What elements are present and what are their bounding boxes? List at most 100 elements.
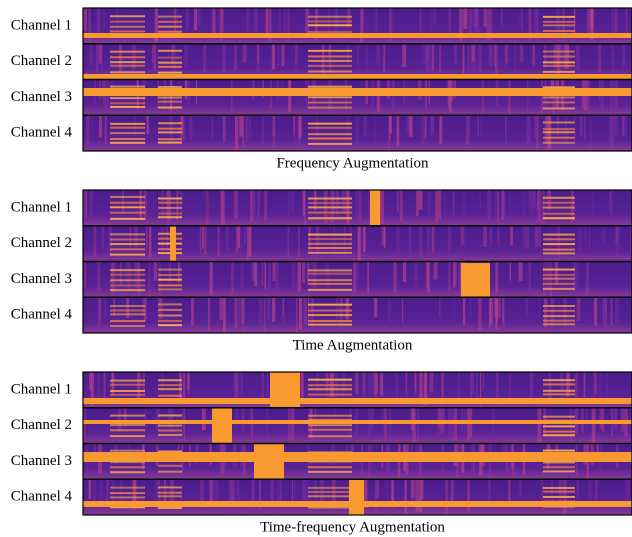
spectral-stripe bbox=[422, 44, 425, 65]
harmonic-band bbox=[308, 123, 352, 125]
spectral-stripe bbox=[510, 226, 513, 246]
spectral-stripe bbox=[247, 8, 250, 29]
spectral-stripe bbox=[208, 297, 210, 331]
spectral-stripe bbox=[490, 226, 491, 250]
spectral-stripe bbox=[303, 190, 305, 216]
spectral-stripe bbox=[244, 226, 247, 245]
spectral-stripe bbox=[584, 115, 585, 139]
spectral-stripe bbox=[442, 372, 444, 395]
spectral-stripe bbox=[254, 262, 257, 287]
augmentation-mask bbox=[270, 372, 300, 408]
spectral-stripe bbox=[172, 44, 174, 64]
spectral-stripe bbox=[235, 115, 238, 150]
harmonic-band bbox=[543, 269, 575, 271]
harmonic-band bbox=[543, 61, 575, 63]
spectral-stripe bbox=[326, 262, 329, 291]
augmentation-mask bbox=[83, 33, 632, 38]
spectral-stripe bbox=[426, 44, 429, 62]
harmonic-band bbox=[110, 218, 145, 220]
spectral-stripe bbox=[374, 297, 377, 317]
harmonic-band bbox=[543, 128, 575, 130]
spectral-stripe bbox=[210, 262, 213, 295]
spectral-stripe bbox=[136, 226, 137, 245]
spectral-stripe bbox=[446, 479, 448, 515]
spectral-stripe bbox=[295, 44, 298, 75]
spectral-stripe bbox=[478, 297, 481, 330]
harmonic-band bbox=[543, 51, 575, 53]
harmonic-band bbox=[110, 325, 145, 327]
spectral-stripe bbox=[397, 190, 398, 212]
harmonic-band bbox=[543, 207, 575, 209]
harmonic-band bbox=[110, 471, 145, 473]
spectral-stripe bbox=[467, 115, 470, 134]
spectral-stripe bbox=[463, 44, 465, 75]
harmonic-band bbox=[543, 283, 575, 285]
spectral-stripe bbox=[577, 479, 579, 501]
spectral-stripe bbox=[617, 226, 619, 249]
harmonic-band bbox=[308, 102, 352, 104]
spectral-stripe bbox=[243, 44, 247, 63]
spectral-stripe bbox=[388, 297, 391, 323]
harmonic-band bbox=[308, 247, 352, 249]
harmonic-band bbox=[158, 131, 182, 133]
spectral-stripe bbox=[231, 262, 233, 293]
spectral-stripe bbox=[92, 479, 96, 503]
spectral-stripe bbox=[439, 297, 441, 317]
spectral-stripe bbox=[200, 226, 201, 253]
spectral-stripe bbox=[246, 115, 248, 142]
spectral-stripe bbox=[430, 372, 434, 392]
spectral-stripe bbox=[505, 115, 506, 144]
harmonic-band bbox=[543, 137, 575, 139]
harmonic-band bbox=[158, 122, 182, 124]
spectral-stripe bbox=[118, 408, 121, 432]
spectral-stripe bbox=[273, 115, 276, 147]
spectral-stripe bbox=[598, 44, 601, 73]
spectral-stripe bbox=[519, 479, 521, 497]
spectral-stripe bbox=[94, 226, 97, 256]
augmentation-mask bbox=[83, 452, 632, 462]
spectral-stripe bbox=[226, 226, 229, 251]
harmonic-band bbox=[110, 424, 145, 426]
harmonic-band bbox=[158, 425, 182, 427]
spectral-stripe bbox=[454, 44, 457, 65]
spectral-stripe bbox=[463, 297, 465, 325]
harmonic-band bbox=[158, 303, 182, 305]
spectral-stripe bbox=[356, 262, 358, 281]
harmonic-band bbox=[158, 388, 182, 390]
spectral-stripe bbox=[508, 80, 511, 115]
harmonic-band bbox=[110, 56, 145, 58]
spectral-stripe bbox=[541, 80, 543, 114]
harmonic-band bbox=[308, 269, 352, 271]
harmonic-band bbox=[308, 86, 352, 88]
spectral-stripe bbox=[89, 44, 93, 66]
harmonic-band bbox=[543, 274, 575, 276]
harmonic-band bbox=[308, 96, 352, 98]
spectral-stripe bbox=[614, 408, 617, 430]
spectral-stripe bbox=[570, 408, 572, 443]
spectral-stripe bbox=[357, 44, 359, 74]
spectral-stripe bbox=[264, 297, 266, 331]
spectral-stripe bbox=[144, 190, 147, 220]
spectral-stripe bbox=[264, 190, 267, 221]
spectral-stripe bbox=[614, 115, 618, 135]
spectral-stripe bbox=[519, 262, 523, 281]
spectral-stripe bbox=[433, 8, 437, 26]
harmonic-band bbox=[158, 216, 182, 218]
harmonic-band bbox=[158, 495, 182, 497]
spectral-stripe bbox=[467, 8, 469, 28]
harmonic-band bbox=[543, 21, 575, 23]
spectral-stripe bbox=[626, 8, 628, 35]
spectral-stripe bbox=[298, 226, 300, 262]
spectral-stripe bbox=[176, 190, 178, 220]
spectral-stripe bbox=[536, 115, 538, 148]
spectral-stripe bbox=[266, 8, 269, 37]
harmonic-band bbox=[110, 380, 145, 382]
spectral-stripe bbox=[592, 190, 594, 223]
spectral-stripe bbox=[467, 408, 469, 441]
spectral-stripe bbox=[302, 262, 305, 284]
channel-label: Channel 4 bbox=[11, 307, 73, 323]
spectral-stripe bbox=[503, 297, 505, 327]
channel-label: Channel 1 bbox=[11, 17, 72, 33]
spectral-stripe bbox=[611, 44, 614, 73]
harmonic-band bbox=[158, 269, 182, 271]
